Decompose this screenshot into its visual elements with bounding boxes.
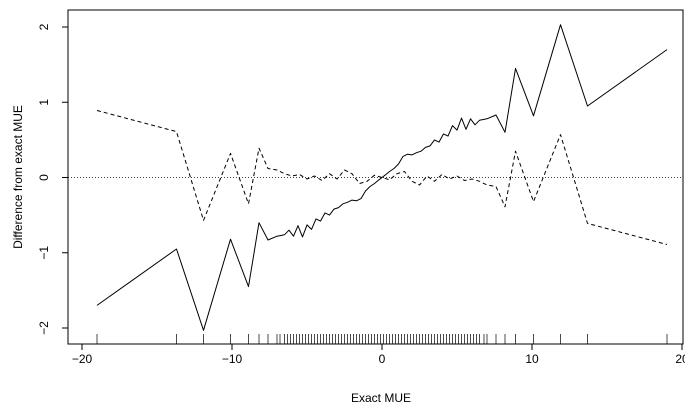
y-tick-label: −2 — [37, 321, 51, 335]
x-tick-label: −10 — [222, 352, 243, 366]
y-tick-label: 1 — [37, 99, 51, 106]
x-tick-label: 20 — [675, 352, 685, 366]
dashed-series-line — [96, 110, 668, 245]
plot-frame — [67, 9, 684, 345]
x-tick-label: 0 — [379, 352, 386, 366]
y-tick-label: 2 — [37, 23, 51, 30]
x-tick-label: −20 — [72, 352, 93, 366]
solid-series-line — [96, 24, 668, 331]
y-tick-label: 0 — [37, 174, 51, 181]
y-axis-label: Difference from exact MUE — [11, 105, 25, 249]
x-axis-label: Exact MUE — [351, 391, 411, 405]
x-tick-label: 10 — [525, 352, 539, 366]
y-tick-label: −1 — [37, 246, 51, 260]
